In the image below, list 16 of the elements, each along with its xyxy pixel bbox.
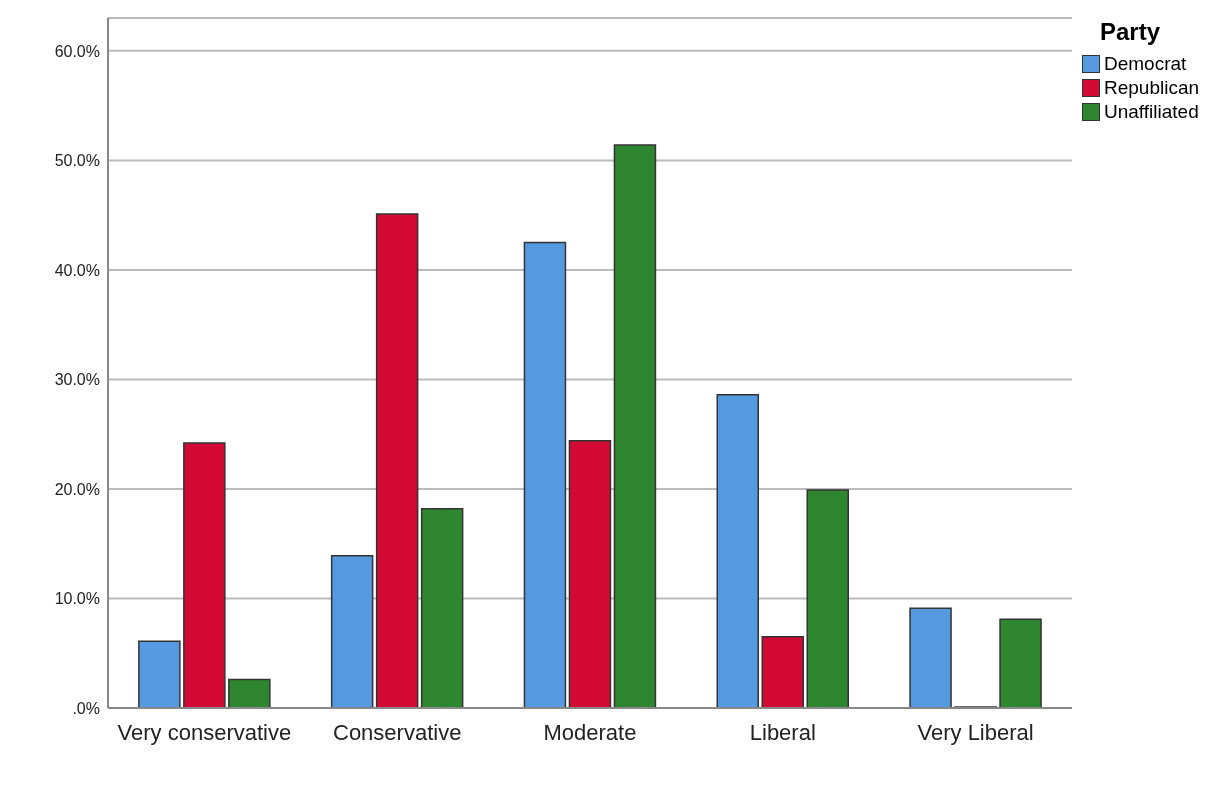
legend-label: Unaffiliated (1104, 101, 1199, 123)
y-tick-label: .0% (72, 699, 100, 717)
y-tick-label: 50.0% (54, 152, 100, 170)
y-tick-label: 20.0% (54, 480, 100, 498)
x-tick-label: Very conservative (117, 719, 292, 745)
y-tick-label: 30.0% (54, 371, 100, 389)
x-tick-label: Moderate (543, 719, 637, 745)
y-tick-label: 60.0% (54, 42, 100, 60)
legend-title: Party (1100, 18, 1162, 46)
legend-label: Democrat (1104, 53, 1187, 75)
x-tick-label: Liberal (749, 719, 816, 745)
x-tick-label: Very Liberal (917, 719, 1034, 745)
x-tick-label: Conservative (333, 719, 462, 745)
y-tick-label: 40.0% (54, 261, 100, 279)
y-tick-label: 10.0% (54, 590, 100, 608)
legend-label: Republican (1104, 77, 1200, 99)
